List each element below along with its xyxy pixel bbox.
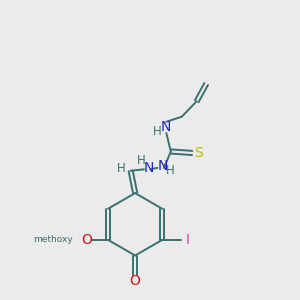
- Text: methoxy: methoxy: [33, 236, 72, 244]
- Text: I: I: [185, 233, 189, 247]
- Text: H: H: [117, 162, 125, 175]
- Text: N: N: [144, 161, 154, 175]
- Text: N: N: [160, 119, 171, 134]
- Text: H: H: [137, 154, 146, 167]
- Text: S: S: [194, 146, 203, 160]
- Text: H: H: [152, 125, 161, 138]
- Text: N: N: [157, 159, 168, 173]
- Text: O: O: [130, 274, 141, 288]
- Text: H: H: [166, 164, 174, 177]
- Text: O: O: [81, 233, 92, 247]
